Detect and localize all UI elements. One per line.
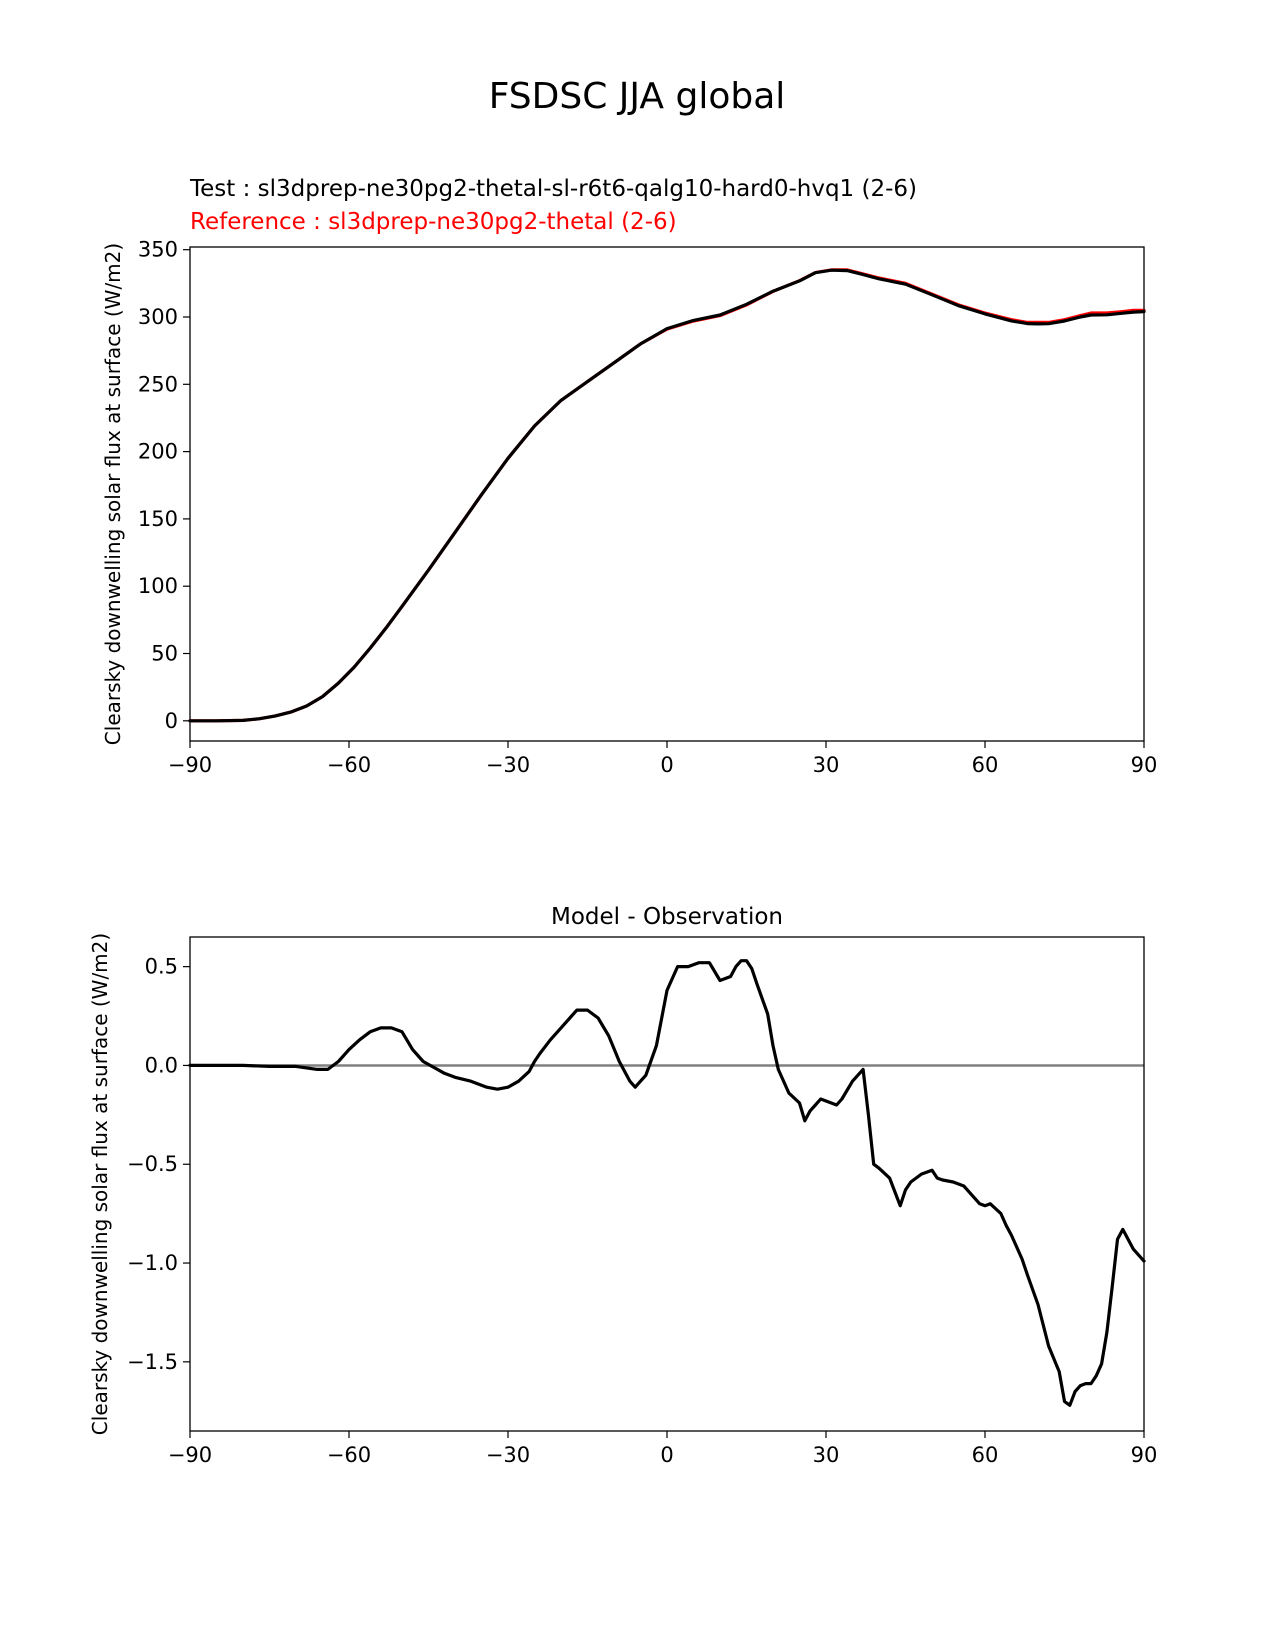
bottom-x-tick-label: −90 — [168, 1443, 212, 1467]
bottom-x-tick-label: 60 — [972, 1443, 999, 1467]
diff-title: Model - Observation — [551, 904, 783, 930]
top-y-tick-label: 100 — [138, 574, 178, 598]
top-y-tick-label: 250 — [138, 372, 178, 396]
reference-label: Reference : sl3dprep-ne30pg2-thetal (2-6… — [190, 209, 677, 235]
bottom-x-tick-label: −60 — [327, 1443, 371, 1467]
top-x-tick-label: −60 — [327, 753, 371, 777]
diff-series-line — [188, 959, 1146, 1407]
test-label: Test : sl3dprep-ne30pg2-thetal-sl-r6t6-q… — [189, 176, 917, 202]
bottom-y-axis-label: Clearsky downwelling solar flux at surfa… — [88, 933, 112, 1435]
top-x-tick-label: −90 — [168, 753, 212, 777]
bottom-panel: Model - Observation −90 −60 −30 0 30 60 90 0.5… — [88, 904, 1157, 1467]
bottom-y-tick-label: −1.0 — [127, 1251, 178, 1275]
bottom-x-tick-label: −30 — [486, 1443, 530, 1467]
reference-series-line — [188, 268, 1146, 723]
bottom-y-tick-label: 0.5 — [145, 955, 178, 979]
top-x-tick-label: 60 — [972, 753, 999, 777]
top-y-tick-label: 0 — [165, 709, 178, 733]
top-y-axis-label: Clearsky downwelling solar flux at surfa… — [101, 243, 125, 745]
bottom-y-tick-label: −0.5 — [127, 1152, 178, 1176]
top-y-tick-label: 300 — [138, 305, 178, 329]
top-y-tick-label: 150 — [138, 507, 178, 531]
bottom-plot-area — [189, 936, 1145, 1432]
test-series-line — [188, 268, 1146, 723]
top-x-tick-label: 30 — [813, 753, 840, 777]
bottom-x-tick-label: 90 — [1131, 1443, 1158, 1467]
bottom-y-tick-label: −1.5 — [127, 1350, 178, 1374]
bottom-y-tick-label: 0.0 — [145, 1053, 178, 1077]
top-y-tick-label: 350 — [138, 238, 178, 262]
top-x-tick-label: 0 — [660, 753, 673, 777]
top-y-tick-label: 50 — [151, 642, 178, 666]
bottom-x-tick-label: 0 — [660, 1443, 673, 1467]
bottom-x-tick-label: 30 — [813, 1443, 840, 1467]
top-plot-area — [189, 246, 1145, 742]
top-x-tick-label: −30 — [486, 753, 530, 777]
figure-title: FSDSC JJA global — [489, 76, 786, 117]
top-y-tick-label: 200 — [138, 440, 178, 464]
top-panel: Test : sl3dprep-ne30pg2-thetal-sl-r6t6-q… — [101, 176, 1157, 777]
top-x-tick-label: 90 — [1131, 753, 1158, 777]
